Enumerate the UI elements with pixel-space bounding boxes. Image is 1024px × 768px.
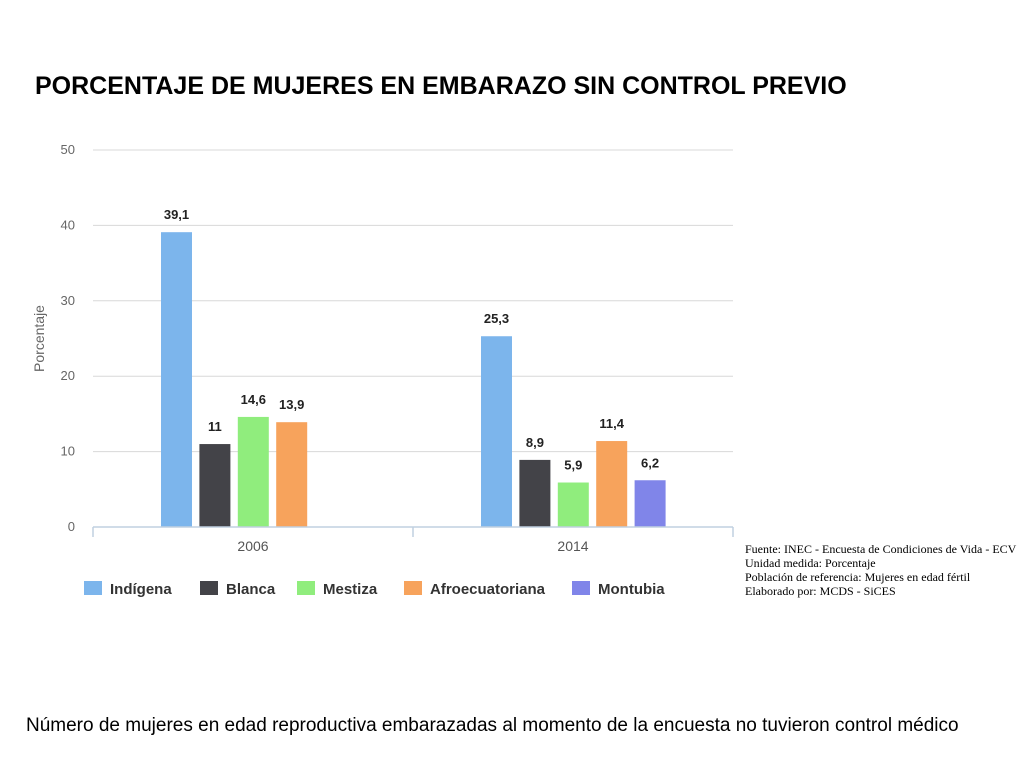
y-tick-label-20: 20 [61,368,75,383]
x-category-label-2014: 2014 [557,538,588,554]
author-note-line: Elaborado por: MCDS - SiCES [745,584,896,598]
data-label-mestiza-2014: 5,9 [564,458,582,473]
data-label-mestiza-2006: 14,6 [241,392,266,407]
legend-label-mestiza: Mestiza [323,581,378,598]
x-axis: 2006 2014 [92,526,734,554]
legend-label-afroecuatoriana: Afroecuatoriana [430,581,546,598]
legend-label-blanca: Blanca [226,581,276,598]
bar-afroecuatoriana-2014 [596,441,628,527]
slide-title: PORCENTAJE DE MUJERES EN EMBARAZO SIN CO… [35,72,847,100]
y-tick-label-50: 50 [61,142,75,157]
legend-swatch-afroecuatoriana [404,581,422,595]
data-label-indígena-2006: 39,1 [164,207,189,222]
y-tick-label-0: 0 [68,519,75,534]
legend-swatch-mestiza [297,581,315,595]
bar-mestiza-2006 [237,416,269,527]
legend-swatch-indígena [84,581,102,595]
bar-montubia-2014 [634,480,666,527]
data-label-blanca-2014: 8,9 [526,435,544,450]
source-notes: Fuente: INEC - Encuesta de Condiciones d… [745,542,1016,598]
bar-chart: 0 10 20 30 40 50 Porcentaje 39,1 11 14,6 13,9 25,… [31,142,734,598]
legend-swatch-montubia [572,581,590,595]
legend-label-montubia: Montubia [598,581,665,598]
bar-mestiza-2014 [557,482,589,527]
y-tick-label-10: 10 [61,444,75,459]
data-label-indígena-2014: 25,3 [484,311,509,326]
legend: Indígena Blanca Mestiza Afroecuatoriana Mont… [84,581,665,598]
legend-label-indígena: Indígena [110,581,172,598]
bar-blanca-2014 [519,459,551,527]
bar-blanca-2006 [199,444,231,527]
population-note-line: Población de referencia: Mujeres en edad… [745,570,971,584]
y-axis-label: Porcentaje [31,305,47,372]
data-label-montubia-2014: 6,2 [641,455,659,470]
x-category-label-2006: 2006 [237,538,268,554]
y-tick-label-40: 40 [61,217,75,232]
legend-swatch-blanca [200,581,218,595]
bars [161,232,666,527]
bar-indígena-2014 [481,336,512,527]
data-label-blanca-2006: 11 [208,419,222,434]
data-labels: 39,1 11 14,6 13,9 25,3 8,9 5,9 11,4 6,2 [164,207,659,472]
y-axis-ticks: 0 10 20 30 40 50 [61,142,75,534]
bar-afroecuatoriana-2006 [276,422,308,527]
unit-note-line: Unidad medida: Porcentaje [745,556,876,570]
bar-indígena-2006 [161,232,192,527]
y-tick-label-30: 30 [61,293,75,308]
slide-caption: Número de mujeres en edad reproductiva e… [26,715,959,736]
source-note-line: Fuente: INEC - Encuesta de Condiciones d… [745,542,1017,556]
data-label-afroecuatoriana-2014: 11,4 [599,416,624,431]
data-label-afroecuatoriana-2006: 13,9 [279,397,304,412]
